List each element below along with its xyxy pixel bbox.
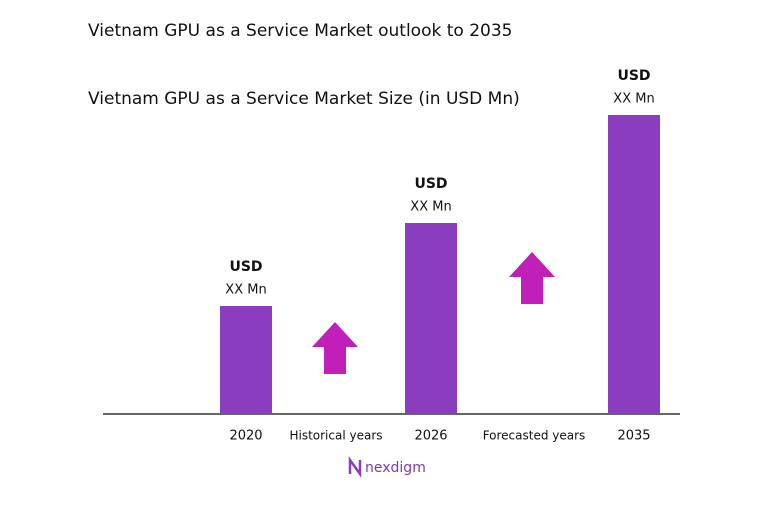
- bar: [608, 115, 660, 414]
- bar: [220, 306, 272, 414]
- arrow: [509, 252, 555, 304]
- bar-label-unit: USD: [414, 176, 447, 192]
- chart-subtitle: Vietnam GPU as a Service Market Size (in…: [88, 89, 520, 109]
- chart-title: Vietnam GPU as a Service Market outlook …: [88, 21, 512, 41]
- brand: nexdigm: [365, 460, 426, 476]
- x-tick-label: 2020: [229, 429, 262, 444]
- period-label: Forecasted years: [483, 429, 586, 443]
- bar-label-amount: XX Mn: [613, 92, 654, 107]
- logo: [348, 456, 362, 478]
- bar-label-unit: USD: [229, 259, 262, 275]
- arrow: [312, 322, 358, 374]
- bar-label-amount: XX Mn: [410, 200, 451, 215]
- x-tick-label: 2035: [617, 429, 650, 444]
- x-tick-label: 2026: [414, 429, 447, 444]
- period-label: Historical years: [289, 429, 382, 443]
- bar-label-unit: USD: [617, 68, 650, 84]
- bar-label-amount: XX Mn: [225, 283, 266, 298]
- bar: [405, 223, 457, 414]
